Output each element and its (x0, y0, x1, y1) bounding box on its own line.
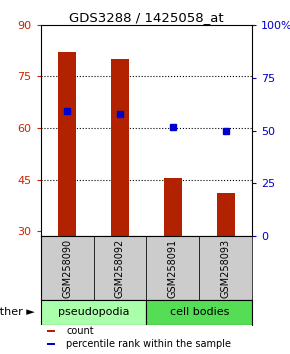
Bar (217, 193, 235, 236)
Text: pseudopodia: pseudopodia (58, 307, 129, 318)
Bar (146, 300, 252, 325)
Bar (47, 330, 55, 332)
Text: percentile rank within the sample: percentile rank within the sample (66, 339, 231, 349)
Text: GSM258090: GSM258090 (62, 239, 72, 298)
Bar (164, 178, 182, 236)
Text: other ►: other ► (0, 307, 35, 318)
Title: GDS3288 / 1425058_at: GDS3288 / 1425058_at (69, 11, 224, 24)
Text: GSM258093: GSM258093 (221, 239, 231, 298)
Bar (41, 300, 146, 325)
Bar (146, 236, 200, 300)
Bar (111, 59, 129, 236)
Bar (93, 236, 146, 300)
Text: GSM258092: GSM258092 (115, 238, 125, 298)
Text: count: count (66, 326, 94, 336)
Bar (47, 343, 55, 345)
Bar (58, 52, 76, 236)
Text: GSM258091: GSM258091 (168, 239, 178, 298)
Bar (200, 236, 252, 300)
Bar (41, 236, 93, 300)
Text: cell bodies: cell bodies (170, 307, 229, 318)
